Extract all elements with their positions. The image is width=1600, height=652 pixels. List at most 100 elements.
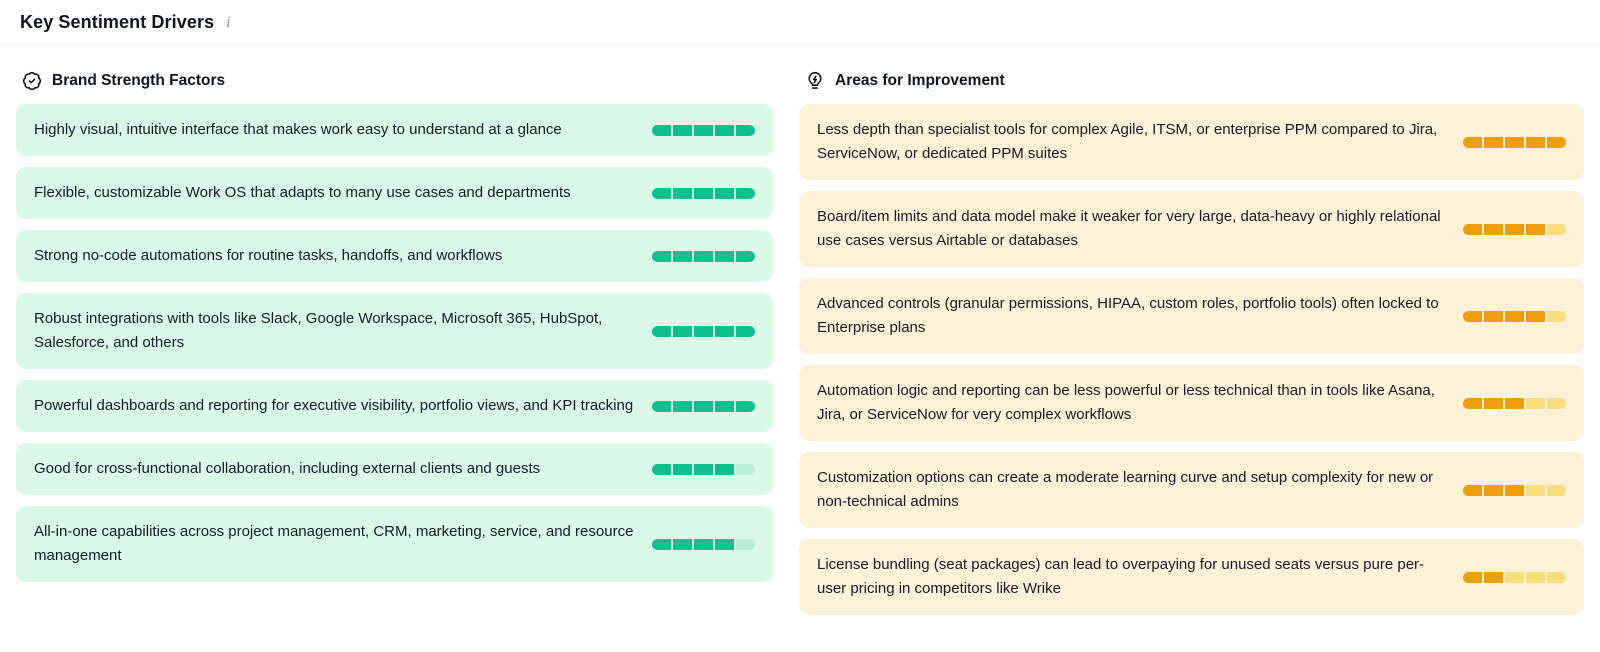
- panel-header: Key Sentiment Drivers i: [0, 0, 1600, 45]
- score-segment: [1547, 136, 1566, 148]
- card-text: License bundling (seat packages) can lea…: [817, 556, 1425, 597]
- score-segment: [1547, 571, 1566, 583]
- card-text: Advanced controls (granular permissions,…: [817, 295, 1439, 336]
- score-segment: [1484, 136, 1503, 148]
- improvement-card-list: Less depth than specialist tools for com…: [799, 104, 1584, 615]
- score-segment: [673, 325, 692, 337]
- sentiment-card: Powerful dashboards and reporting for ex…: [16, 380, 773, 432]
- sentiment-card: Automation logic and reporting can be le…: [799, 365, 1584, 441]
- score-segment: [1526, 223, 1545, 235]
- sentiment-card: Good for cross-functional collaboration,…: [16, 443, 773, 495]
- score-segment: [652, 250, 671, 262]
- score-segment: [694, 250, 713, 262]
- score-segment: [715, 400, 734, 412]
- score-segment: [652, 325, 671, 337]
- score-segment: [715, 325, 734, 337]
- score-segment: [715, 250, 734, 262]
- score-segment: [652, 187, 671, 199]
- score-segment: [673, 538, 692, 550]
- score-segment: [673, 124, 692, 136]
- score-segment: [1526, 571, 1545, 583]
- score-segment: [1463, 484, 1482, 496]
- card-text: Powerful dashboards and reporting for ex…: [34, 397, 634, 414]
- score-segment: [1547, 223, 1566, 235]
- score-segment: [736, 124, 755, 136]
- sentiment-card: Robust integrations with tools like Slac…: [16, 293, 773, 369]
- score-segment: [673, 400, 692, 412]
- score-segment: [736, 400, 755, 412]
- score-bar: [652, 250, 755, 262]
- score-segment: [652, 400, 671, 412]
- card-text: Board/item limits and data model make it…: [817, 208, 1441, 249]
- score-segment: [1484, 484, 1503, 496]
- sentiment-card: Flexible, customizable Work OS that adap…: [16, 167, 773, 219]
- score-segment: [1463, 136, 1482, 148]
- score-bar: [1463, 484, 1566, 496]
- brand-strength-card-list: Highly visual, intuitive interface that …: [16, 104, 773, 582]
- brand-strength-title: Brand Strength Factors: [52, 72, 226, 89]
- score-bar: [652, 187, 755, 199]
- improvement-title: Areas for Improvement: [835, 72, 1005, 89]
- sentiment-card: Board/item limits and data model make it…: [799, 191, 1584, 267]
- improvement-column: Areas for Improvement Less depth than sp…: [799, 59, 1584, 615]
- score-segment: [736, 463, 755, 475]
- score-segment: [1547, 397, 1566, 409]
- improvement-header: Areas for Improvement: [799, 59, 1584, 104]
- score-segment: [1505, 223, 1524, 235]
- card-text: Strong no-code automations for routine t…: [34, 247, 503, 264]
- card-text: Less depth than specialist tools for com…: [817, 121, 1438, 162]
- sentiment-card: Customization options can create a moder…: [799, 452, 1584, 528]
- score-segment: [736, 325, 755, 337]
- score-segment: [1484, 397, 1503, 409]
- card-text: Good for cross-functional collaboration,…: [34, 460, 541, 477]
- score-segment: [715, 538, 734, 550]
- score-segment: [652, 463, 671, 475]
- score-segment: [1484, 223, 1503, 235]
- score-segment: [694, 463, 713, 475]
- score-segment: [715, 124, 734, 136]
- score-segment: [1526, 397, 1545, 409]
- sentiment-card: All-in-one capabilities across project m…: [16, 506, 773, 582]
- sentiment-card: Strong no-code automations for routine t…: [16, 230, 773, 282]
- card-text: Robust integrations with tools like Slac…: [34, 310, 603, 351]
- info-icon[interactable]: i: [226, 14, 231, 31]
- score-bar: [1463, 223, 1566, 235]
- score-bar: [652, 538, 755, 550]
- card-text: Highly visual, intuitive interface that …: [34, 121, 562, 138]
- score-bar: [1463, 397, 1566, 409]
- score-segment: [694, 187, 713, 199]
- score-segment: [1463, 397, 1482, 409]
- brand-strength-column: Brand Strength Factors Highly visual, in…: [16, 59, 773, 615]
- score-segment: [1463, 223, 1482, 235]
- card-text: All-in-one capabilities across project m…: [34, 523, 634, 564]
- score-segment: [694, 538, 713, 550]
- shield-check-icon: [22, 71, 42, 91]
- score-segment: [694, 325, 713, 337]
- card-text: Customization options can create a moder…: [817, 469, 1434, 510]
- card-text: Flexible, customizable Work OS that adap…: [34, 184, 571, 201]
- score-segment: [1547, 310, 1566, 322]
- score-segment: [715, 463, 734, 475]
- score-segment: [1547, 484, 1566, 496]
- score-bar: [652, 463, 755, 475]
- score-segment: [1505, 397, 1524, 409]
- score-segment: [652, 538, 671, 550]
- score-segment: [736, 250, 755, 262]
- score-bar: [652, 124, 755, 136]
- score-segment: [673, 463, 692, 475]
- score-bar: [1463, 571, 1566, 583]
- sentiment-drivers-panel: Brand Strength Factors Highly visual, in…: [0, 45, 1600, 615]
- score-segment: [673, 250, 692, 262]
- score-segment: [1505, 571, 1524, 583]
- score-segment: [736, 187, 755, 199]
- score-segment: [1463, 310, 1482, 322]
- score-segment: [1484, 310, 1503, 322]
- score-segment: [1505, 136, 1524, 148]
- score-segment: [1526, 310, 1545, 322]
- score-bar: [652, 400, 755, 412]
- score-segment: [1526, 136, 1545, 148]
- score-segment: [694, 124, 713, 136]
- score-bar: [652, 325, 755, 337]
- score-segment: [1505, 310, 1524, 322]
- score-bar: [1463, 310, 1566, 322]
